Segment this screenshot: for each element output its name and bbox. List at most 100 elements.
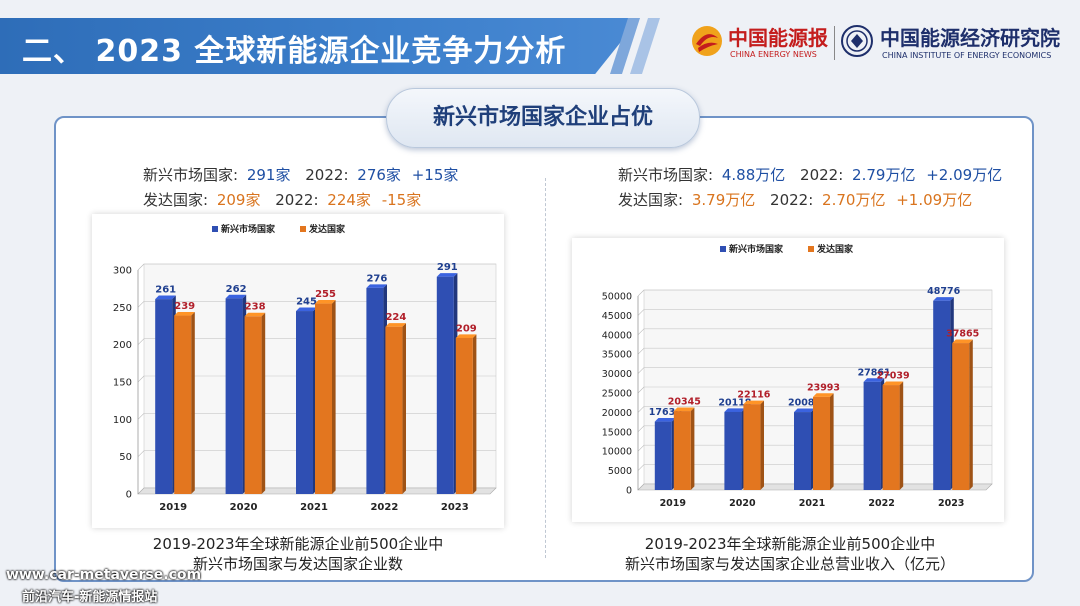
data-label: 20085 xyxy=(788,397,821,408)
gridline-diagonal xyxy=(637,347,645,355)
bar xyxy=(315,303,332,494)
legend-label: 发达国家 xyxy=(308,223,346,235)
bar-side xyxy=(191,311,195,494)
stat-prev-label: 2022: xyxy=(275,191,319,209)
x-tick-label: 2022 xyxy=(868,498,894,509)
chart-caption-right: 2019-2023年全球新能源企业前500企业中 新兴市场国家与发达国家企业总营… xyxy=(560,534,1020,574)
y-tick-label: 20000 xyxy=(602,408,632,419)
stat-value: 209家 xyxy=(216,191,261,209)
chart-card-company-count: 0 50 100 150 200 250 300 新兴市场国家 发达国家 2019 261 239 20… xyxy=(92,214,504,528)
y-tick-label: 25000 xyxy=(602,389,632,400)
y-tick-label: 50 xyxy=(119,452,132,463)
y-tick-label: 50000 xyxy=(602,292,632,303)
gridline-diagonal xyxy=(637,425,645,433)
data-label: 20345 xyxy=(668,396,701,407)
stat-prev-label: 2022: xyxy=(800,166,844,184)
section-subtitle: 新兴市场国家企业占优 xyxy=(386,88,700,148)
caption-line: 2019-2023年全球新能源企业前500企业中 xyxy=(644,535,936,553)
x-tick-label: 2023 xyxy=(441,502,469,513)
china-energy-news-emblem-icon xyxy=(692,26,722,56)
stat-value: 3.79万亿 xyxy=(691,191,756,209)
x-tick-label: 2021 xyxy=(799,498,825,509)
logo-left-cn: 中国能源报 xyxy=(728,26,828,50)
bar xyxy=(863,381,881,490)
data-label: 27039 xyxy=(877,370,910,381)
data-label: 276 xyxy=(366,273,387,284)
stat-label: 新兴市场国家: xyxy=(618,166,714,184)
data-label: 291 xyxy=(437,262,458,273)
data-label: 37865 xyxy=(946,328,979,339)
stat-prev-value: 276家 xyxy=(357,166,401,184)
data-label: 224 xyxy=(385,312,406,323)
gridline-diagonal xyxy=(137,450,145,457)
stat-delta: +2.09万亿 xyxy=(926,166,1003,184)
y-tick-label: 30000 xyxy=(602,369,632,380)
bar xyxy=(225,298,243,494)
y-tick-label: 10000 xyxy=(602,447,632,458)
data-label: 48776 xyxy=(927,286,960,297)
gridline-diagonal xyxy=(637,444,645,452)
data-label: 23993 xyxy=(807,382,840,393)
chart-caption-left: 2019-2023年全球新能源企业前500企业中 新兴市场国家与发达国家企业数 xyxy=(92,534,504,574)
bar xyxy=(724,411,742,490)
bar xyxy=(174,315,192,494)
bar xyxy=(654,421,672,490)
bar-top xyxy=(436,273,458,277)
bar-top xyxy=(385,323,406,327)
bar-side xyxy=(261,312,266,494)
stat-delta: +15家 xyxy=(411,166,459,184)
gridline-diagonal xyxy=(637,464,645,471)
data-label: 17630 xyxy=(649,407,682,418)
legend-swatch xyxy=(212,226,218,232)
caption-line: 新兴市场国家与发达国家企业数 xyxy=(192,555,403,573)
logo-right-cn: 中国能源经济研究院 xyxy=(880,26,1060,50)
caption-line: 新兴市场国家与发达国家企业总营业收入（亿元） xyxy=(624,555,955,573)
y-tick-label: 35000 xyxy=(602,350,632,361)
stat-value: 4.88万亿 xyxy=(721,166,786,184)
bar-top xyxy=(933,297,954,301)
watermark-site-name: 前沿汽车-新能源情报站 xyxy=(22,590,158,605)
bar-top xyxy=(882,381,904,386)
y-tick-label: 40000 xyxy=(602,330,632,341)
y-tick-label: 0 xyxy=(126,490,132,501)
stat-value: 291家 xyxy=(246,166,291,184)
legend-swatch xyxy=(808,246,814,252)
x-tick-label: 2021 xyxy=(300,502,328,513)
x-tick-label: 2020 xyxy=(230,502,258,513)
header-stripes xyxy=(610,18,660,74)
y-tick-label: 45000 xyxy=(602,311,632,322)
right-stat-line-1: 新兴市场国家: 4.88万亿 2022: 2.79万亿 +2.09万亿 xyxy=(618,164,1002,185)
data-label: 209 xyxy=(456,323,477,334)
china-institute-energy-economics-logo: 中国能源经济研究院 CHINA INSTITUTE OF ENERGY ECON… xyxy=(840,22,1070,66)
y-tick-label: 250 xyxy=(113,303,132,314)
bar xyxy=(933,300,951,490)
bar-top xyxy=(952,339,973,344)
x-tick-label: 2020 xyxy=(729,498,756,509)
logo-right-en: CHINA INSTITUTE OF ENERGY ECONOMICS xyxy=(882,51,1052,60)
y-tick-label: 100 xyxy=(113,415,132,426)
x-tick-label: 2023 xyxy=(938,498,964,509)
stat-label: 新兴市场国家: xyxy=(143,166,239,184)
panel-divider xyxy=(545,178,546,558)
stat-prev-value: 224家 xyxy=(327,191,371,209)
bar-top xyxy=(244,312,266,317)
data-label: 27861 xyxy=(858,367,891,378)
bar xyxy=(673,411,691,490)
left-stat-line-2: 发达国家: 209家 2022: 224家 -15家 xyxy=(143,189,421,210)
gridline-diagonal xyxy=(637,406,645,413)
bar-side xyxy=(690,407,695,490)
bar-side xyxy=(402,323,406,494)
watermark-url: www.car-metaverse.com xyxy=(6,567,202,583)
bar-top xyxy=(654,417,676,422)
bar xyxy=(155,299,173,494)
bar xyxy=(296,311,313,494)
bar-top xyxy=(673,407,695,412)
y-tick-label: 150 xyxy=(113,378,132,389)
bar-top xyxy=(225,294,247,299)
x-tick-label: 2019 xyxy=(159,502,187,513)
gridline-diagonal xyxy=(637,328,645,336)
bar xyxy=(244,316,262,494)
bar-top xyxy=(315,300,336,304)
bar-top xyxy=(724,408,745,412)
y-tick-label: 15000 xyxy=(602,427,632,438)
